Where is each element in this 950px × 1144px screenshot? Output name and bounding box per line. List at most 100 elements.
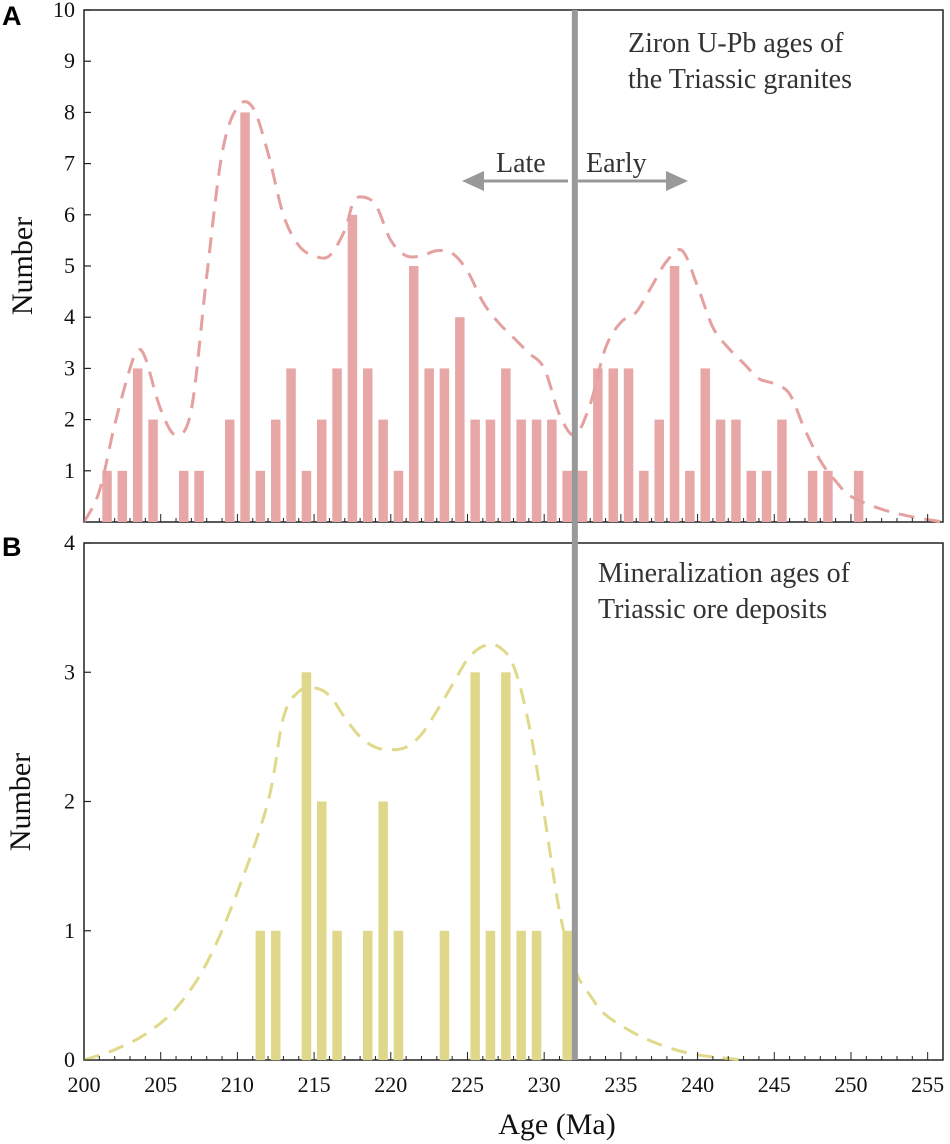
x-tick-label: 210: [221, 1072, 254, 1097]
bar-b: [470, 672, 480, 1061]
panel-b: B 0 1 2 3 4 200 205 210 215 220 225 230 235 240 245 25…: [2, 514, 944, 1141]
bar-a: [439, 368, 450, 522]
bar-b: [439, 930, 450, 1061]
y-tick-label-a: 9: [64, 48, 75, 73]
y-tick-label-b: 1: [64, 918, 75, 943]
bar-b: [317, 801, 327, 1060]
bar-a: [516, 419, 526, 522]
annotation-b-line-2: Triassic ore deposits: [598, 594, 827, 625]
bar-b: [516, 930, 526, 1061]
bar-a: [179, 470, 189, 522]
bar-a: [317, 419, 327, 522]
panel-label-a: A: [2, 1, 22, 31]
bar-b: [501, 672, 511, 1061]
x-tick-label: 240: [681, 1072, 714, 1097]
bar-a: [271, 419, 281, 522]
plot-frame-b: [83, 542, 944, 1061]
y-tick-label-a: 10: [53, 0, 75, 22]
panel-label-b: B: [2, 532, 22, 562]
bar-a: [669, 266, 680, 522]
bar-a: [715, 419, 726, 522]
annotation-b-line-1: Mineralization ages of: [598, 558, 851, 589]
late-arrowhead: [462, 171, 484, 191]
bar-a: [378, 419, 388, 522]
bar-a: [225, 419, 235, 522]
y-ticks-a: 1 2 3 4 5 6 7 8 9 10: [53, 0, 91, 483]
bar-a: [363, 368, 373, 522]
bar-a: [424, 368, 434, 522]
annotation-a-line-2: the Triassic granites: [628, 64, 852, 95]
bar-a: [301, 470, 312, 522]
x-tick-label: 220: [374, 1072, 407, 1097]
bar-b: [485, 930, 496, 1061]
bar-a: [623, 368, 634, 522]
x-tick-label: 250: [834, 1072, 867, 1097]
bar-b: [332, 930, 342, 1061]
bars-b: [255, 672, 572, 1061]
bar-a: [746, 470, 756, 522]
x-tick-label: 235: [604, 1072, 637, 1097]
bar-a: [777, 419, 787, 522]
bar-b: [255, 930, 266, 1061]
bar-a: [562, 470, 572, 522]
y-tick-label-a: 1: [64, 458, 75, 483]
y-axis-title-b: Number: [4, 753, 37, 851]
bar-a: [639, 470, 649, 522]
bar-a: [547, 419, 557, 522]
bar-a: [148, 419, 158, 522]
y-axis-title-a: Number: [6, 217, 39, 315]
early-arrowhead: [666, 171, 688, 191]
bar-a: [393, 470, 404, 522]
y-tick-label-a: 2: [64, 407, 75, 432]
x-tick-label: 205: [144, 1072, 177, 1097]
bar-a: [531, 419, 542, 522]
bar-a: [102, 470, 112, 522]
bar-b: [562, 930, 572, 1061]
bar-a: [332, 368, 342, 522]
x-tick-label: 215: [298, 1072, 331, 1097]
bar-a: [807, 470, 818, 522]
bar-b: [393, 930, 404, 1061]
bar-b: [271, 930, 281, 1061]
bar-a: [853, 470, 864, 522]
late-label: Late: [496, 148, 546, 179]
x-ticks-b: 200 205 210 215 220 225 230 235 240 245 250 255: [68, 514, 944, 1097]
bar-a: [286, 368, 296, 522]
bar-a: [685, 470, 695, 522]
y-tick-label-b: 3: [64, 659, 75, 684]
y-tick-label-a: 4: [64, 304, 75, 329]
y-tick-label-a: 3: [64, 355, 75, 380]
bar-a: [593, 368, 603, 522]
y-tick-label-a: 7: [64, 151, 75, 176]
bar-a: [132, 368, 143, 522]
bars-a: [102, 112, 864, 523]
x-tick-label: 255: [911, 1072, 944, 1097]
bar-b: [378, 801, 388, 1060]
bar-a: [470, 419, 480, 522]
bar-a: [761, 470, 772, 522]
bar-a: [700, 368, 710, 522]
bar-b: [363, 930, 373, 1061]
y-ticks-b: 0 1 2 3 4: [64, 530, 91, 1072]
bar-a: [608, 368, 618, 522]
late-early-arrows: Late Early: [462, 148, 688, 191]
y-tick-label-b: 0: [64, 1047, 75, 1072]
bar-a: [823, 470, 833, 522]
x-tick-label: 245: [758, 1072, 791, 1097]
bar-a: [577, 470, 588, 522]
y-tick-label-a: 5: [64, 253, 75, 278]
bar-a: [409, 266, 419, 522]
early-label: Early: [586, 148, 647, 179]
bar-a: [240, 112, 250, 523]
y-tick-label-b: 4: [64, 530, 75, 555]
bar-a: [654, 419, 664, 522]
bar-a: [501, 368, 511, 522]
bar-b: [301, 672, 312, 1061]
bar-a: [485, 419, 496, 522]
bar-a: [255, 470, 266, 522]
bar-a: [731, 419, 741, 522]
x-axis-title: Age (Ma): [498, 1108, 615, 1141]
x-tick-label: 225: [451, 1072, 484, 1097]
